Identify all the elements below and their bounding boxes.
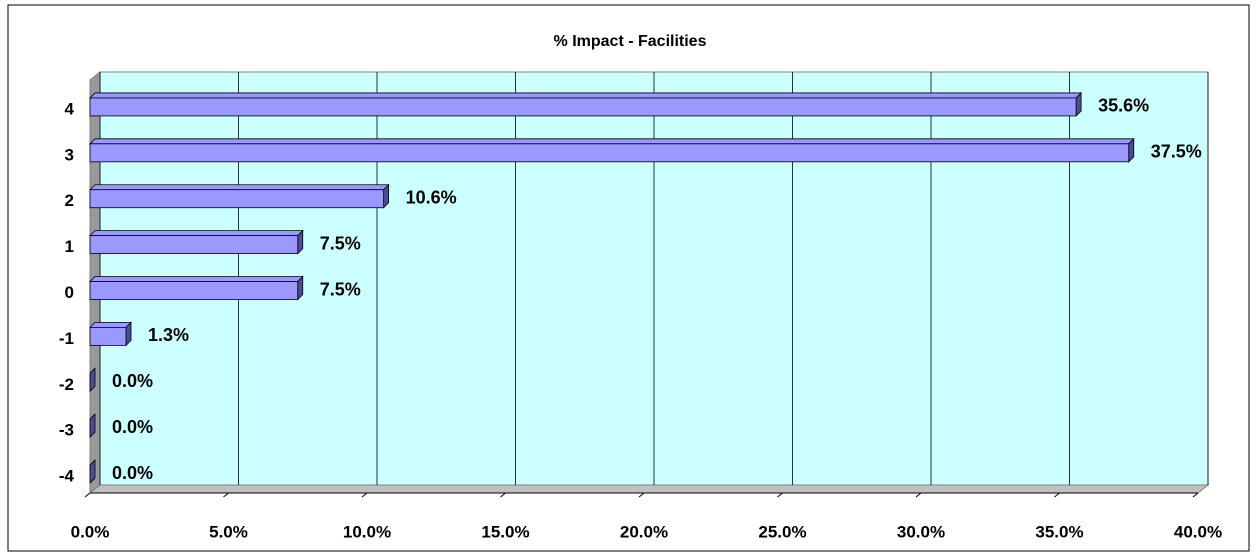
value-label: 0.0% bbox=[112, 417, 153, 437]
x-tick-label: 30.0% bbox=[897, 522, 945, 541]
tick-mark bbox=[777, 492, 783, 498]
y-tick-label: 4 bbox=[65, 99, 75, 118]
x-tick-label: 40.0% bbox=[1174, 522, 1222, 541]
bar-top bbox=[89, 276, 304, 282]
bar-top bbox=[89, 321, 132, 328]
tick-mark bbox=[84, 492, 91, 498]
value-label: 10.6% bbox=[406, 187, 457, 207]
bar-top bbox=[89, 230, 304, 237]
tick-mark bbox=[1192, 492, 1199, 498]
bar-side bbox=[89, 459, 96, 485]
value-label: 0.0% bbox=[112, 463, 153, 483]
bar-top bbox=[89, 92, 1083, 99]
x-tick-label: 10.0% bbox=[343, 522, 391, 541]
y-tick-label: -2 bbox=[59, 375, 74, 394]
bar bbox=[89, 281, 299, 300]
y-tick-label: 3 bbox=[65, 145, 74, 164]
value-label: 35.6% bbox=[1098, 96, 1149, 116]
tick-mark bbox=[638, 492, 645, 498]
x-tick-label: 20.0% bbox=[620, 522, 668, 541]
tick-mark bbox=[1054, 492, 1060, 498]
bar-top bbox=[89, 184, 390, 191]
value-label: 7.5% bbox=[320, 233, 361, 253]
bar bbox=[89, 143, 1130, 163]
x-tick-label: 0.0% bbox=[71, 522, 110, 541]
floor bbox=[88, 484, 1210, 494]
tick-mark bbox=[500, 492, 506, 498]
value-label: 7.5% bbox=[320, 279, 361, 299]
y-tick-label: -4 bbox=[59, 467, 75, 486]
bar-top bbox=[89, 138, 1135, 145]
bar bbox=[89, 235, 299, 255]
tick-mark bbox=[361, 492, 368, 498]
bar bbox=[89, 189, 385, 209]
bar-side bbox=[89, 413, 96, 439]
value-label: 37.5% bbox=[1151, 142, 1202, 162]
y-tick-label: 2 bbox=[65, 191, 74, 210]
x-tick-label: 25.0% bbox=[758, 522, 806, 541]
y-tick-label: 1 bbox=[65, 237, 74, 256]
x-tick-label: 15.0% bbox=[481, 522, 529, 541]
bar bbox=[89, 97, 1077, 117]
x-tick-label: 35.0% bbox=[1035, 522, 1083, 541]
bar bbox=[89, 326, 127, 346]
tick-mark bbox=[223, 492, 229, 498]
x-tick-label: 5.0% bbox=[209, 522, 248, 541]
tick-mark bbox=[915, 492, 922, 498]
value-label: 0.0% bbox=[112, 371, 153, 391]
y-tick-label: 0 bbox=[65, 283, 74, 302]
y-tick-label: -1 bbox=[59, 329, 74, 348]
y-tick-label: -3 bbox=[59, 421, 74, 440]
value-label: 1.3% bbox=[148, 325, 189, 345]
chart-title: % Impact - Facilities bbox=[554, 33, 707, 50]
bar-side bbox=[89, 367, 96, 393]
